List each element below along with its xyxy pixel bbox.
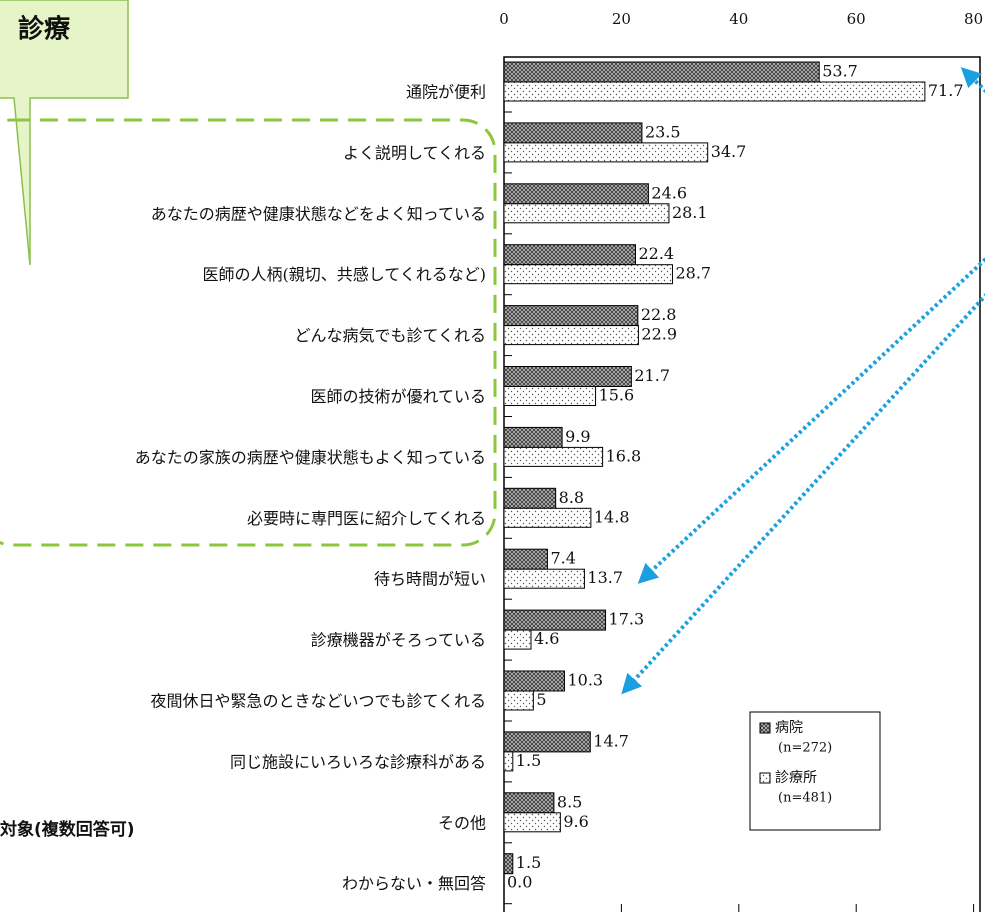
bar [503, 142, 709, 163]
bar [503, 548, 548, 570]
y-tick-label: 医師の技術が優れている [310, 387, 486, 406]
bar [503, 629, 532, 650]
data-label: 34.7 [711, 142, 747, 161]
data-label: 8.5 [557, 792, 582, 811]
bar [503, 426, 563, 448]
arrow [960, 67, 985, 94]
data-label: 5 [536, 690, 546, 709]
legend-note: (n=481) [778, 791, 832, 806]
x-tick-label: 80 [964, 10, 983, 28]
data-label: 71.7 [928, 81, 964, 100]
y-tick-label: 待ち時間が短い [374, 570, 486, 589]
data-label: 21.7 [634, 366, 670, 385]
bar [503, 751, 514, 772]
bar [503, 386, 597, 406]
data-label: 28.7 [675, 264, 711, 283]
data-label: 22.4 [638, 244, 674, 263]
data-label: 24.6 [651, 183, 687, 202]
data-label: 1.5 [516, 751, 541, 770]
data-label: 53.7 [822, 62, 858, 81]
legend-swatch [759, 722, 771, 734]
data-label: 4.6 [534, 629, 559, 648]
x-tick-label: 0 [499, 10, 509, 28]
data-label: 28.1 [672, 203, 708, 222]
highlight-box [0, 118, 497, 547]
bar [503, 305, 639, 327]
y-tick-label: よく説明してくれる [343, 143, 486, 162]
x-tick-label: 60 [847, 10, 866, 28]
legend-label: 診療所 [775, 769, 817, 786]
y-tick-label: その他 [438, 813, 486, 832]
data-label: 14.7 [593, 731, 629, 750]
bar [503, 853, 514, 875]
data-label: 0.0 [507, 873, 532, 892]
data-label: 9.6 [563, 812, 588, 831]
data-label: 22.8 [641, 305, 677, 324]
data-label: 9.9 [565, 427, 590, 446]
arrow [637, 256, 985, 584]
data-label: 1.5 [516, 853, 541, 872]
data-label: 10.3 [567, 671, 603, 690]
bar [503, 487, 557, 509]
legend-label: 病院 [775, 720, 803, 736]
data-label: 14.8 [594, 507, 630, 526]
data-label: 16.8 [606, 446, 642, 465]
bar [503, 609, 607, 631]
bar [503, 366, 632, 387]
y-tick-label: あなたの病歴や健康状態などをよく知っている [151, 204, 486, 223]
bar [503, 244, 636, 266]
bar [503, 325, 639, 346]
y-tick-label: 医師の人柄(親切、共感してくれるなど) [202, 265, 486, 284]
y-tick-label: どんな病気でも診てくれる [294, 326, 486, 345]
y-tick-label: わからない・無回答 [342, 874, 486, 893]
y-tick-label: 診療機器がそろっている [311, 631, 486, 650]
bar [503, 670, 565, 692]
bar [503, 61, 820, 83]
legend-swatch [759, 772, 771, 784]
bar [503, 690, 534, 711]
data-label: 8.8 [559, 488, 584, 507]
data-label: 15.6 [599, 386, 635, 405]
y-tick-label: 夜間休日や緊急のときなどいつでも診てくれる [150, 692, 486, 711]
x-tick-label: 40 [729, 10, 748, 28]
callout [0, 0, 129, 266]
bar [503, 81, 926, 102]
y-tick-label: 同じ施設にいろいろな診療科がある [230, 752, 486, 771]
bar [503, 507, 592, 528]
data-label: 23.5 [645, 122, 681, 141]
data-label: 13.7 [587, 568, 623, 587]
y-tick-label: 必要時に専門医に紹介してくれる [247, 509, 486, 528]
data-label: 7.4 [550, 549, 575, 568]
bar [503, 264, 673, 285]
bar [503, 203, 670, 224]
bar [503, 446, 604, 467]
legend [749, 711, 881, 831]
y-tick-label: 通院が便利 [406, 83, 486, 102]
arrow [621, 292, 985, 695]
footnote: 対象(複数回答可) [0, 819, 135, 840]
legend-note: (n=272) [778, 741, 832, 756]
callout-text: 診療 [18, 14, 71, 45]
bar [503, 568, 585, 589]
bar [503, 122, 643, 144]
x-tick-label: 20 [612, 10, 631, 28]
bar [503, 792, 555, 814]
data-label: 22.9 [641, 325, 677, 344]
data-label: 17.3 [609, 610, 645, 629]
bar [503, 731, 591, 753]
bar [503, 812, 561, 833]
y-tick-label: あなたの家族の病歴や健康状態もよく知っている [135, 448, 486, 467]
bar [503, 183, 649, 205]
